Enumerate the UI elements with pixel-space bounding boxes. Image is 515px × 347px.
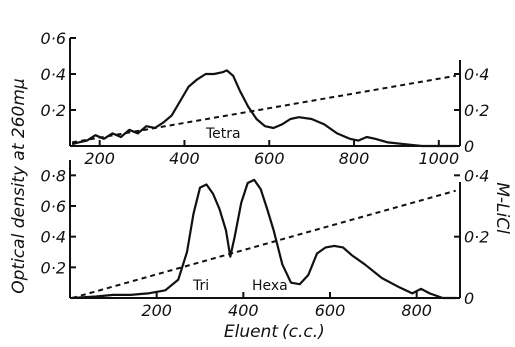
bottom-y2tick-label: 0 [464, 289, 474, 308]
bottom-ytick-label: 0·6 [41, 197, 66, 216]
bottom-y2tick-label: 0·4 [464, 166, 489, 185]
top-ytick-label: 0·6 [41, 29, 66, 48]
top-ticks: 0·2 0·4 0·6 0 0·2 0·4 200 400 600 800 1000 [41, 29, 490, 168]
svg-text:Eluent: Eluent [224, 322, 279, 342]
bottom-ticks: 0·2 0·4 0·6 0·8 0 0·2 0·4 200 400 600 800 [41, 166, 490, 320]
bottom-ytick-label: 0·4 [41, 228, 66, 247]
svg-text:(c.c.): (c.c.) [282, 322, 325, 342]
bottom-panel: 0·2 0·4 0·6 0·8 0 0·2 0·4 200 400 600 800 Tri Hexa [41, 160, 490, 320]
top-xtick-label: 800 [339, 149, 370, 168]
top-ytick-label: 0·2 [41, 101, 66, 120]
annotation-tri: Tri [192, 278, 209, 294]
top-panel: 0·2 0·4 0·6 0 0·2 0·4 200 400 600 800 1000 Tetra [41, 29, 490, 168]
top-y2tick-label: 0 [464, 137, 474, 156]
bottom-optical-density-curve [72, 178, 456, 300]
top-y2tick-label: 0·2 [464, 101, 489, 120]
top-xtick-label: 600 [254, 149, 285, 168]
annotation-hexa: Hexa [252, 278, 288, 294]
top-y2tick-label: 0·4 [464, 65, 489, 84]
bottom-licl-gradient-line [71, 189, 456, 299]
top-series [71, 69, 456, 148]
top-licl-gradient-line [71, 74, 456, 144]
bottom-y2tick-label: 0·2 [464, 228, 489, 247]
top-xtick-label: 200 [84, 149, 115, 168]
bottom-xtick-label: 600 [315, 301, 346, 320]
bottom-axes [69, 160, 461, 299]
bottom-series [71, 178, 456, 300]
bottom-ytick-label: 0·2 [41, 258, 66, 277]
top-xtick-label: 400 [169, 149, 200, 168]
y2-axis-label: M-LiCl [492, 182, 512, 234]
top-optical-density-curve [71, 69, 456, 148]
annotation-tetra: Tetra [205, 126, 241, 142]
top-xtick-label: 1000 [418, 149, 459, 168]
x-axis-label: Eluent (c.c.) [224, 322, 325, 342]
top-ytick-label: 0·4 [41, 65, 66, 84]
bottom-ytick-label: 0·8 [41, 166, 66, 185]
y-axis-label: Optical density at 260mμ [9, 78, 29, 294]
bottom-xtick-label: 400 [228, 301, 259, 320]
bottom-xtick-label: 200 [141, 301, 172, 320]
bottom-xtick-label: 800 [401, 301, 432, 320]
